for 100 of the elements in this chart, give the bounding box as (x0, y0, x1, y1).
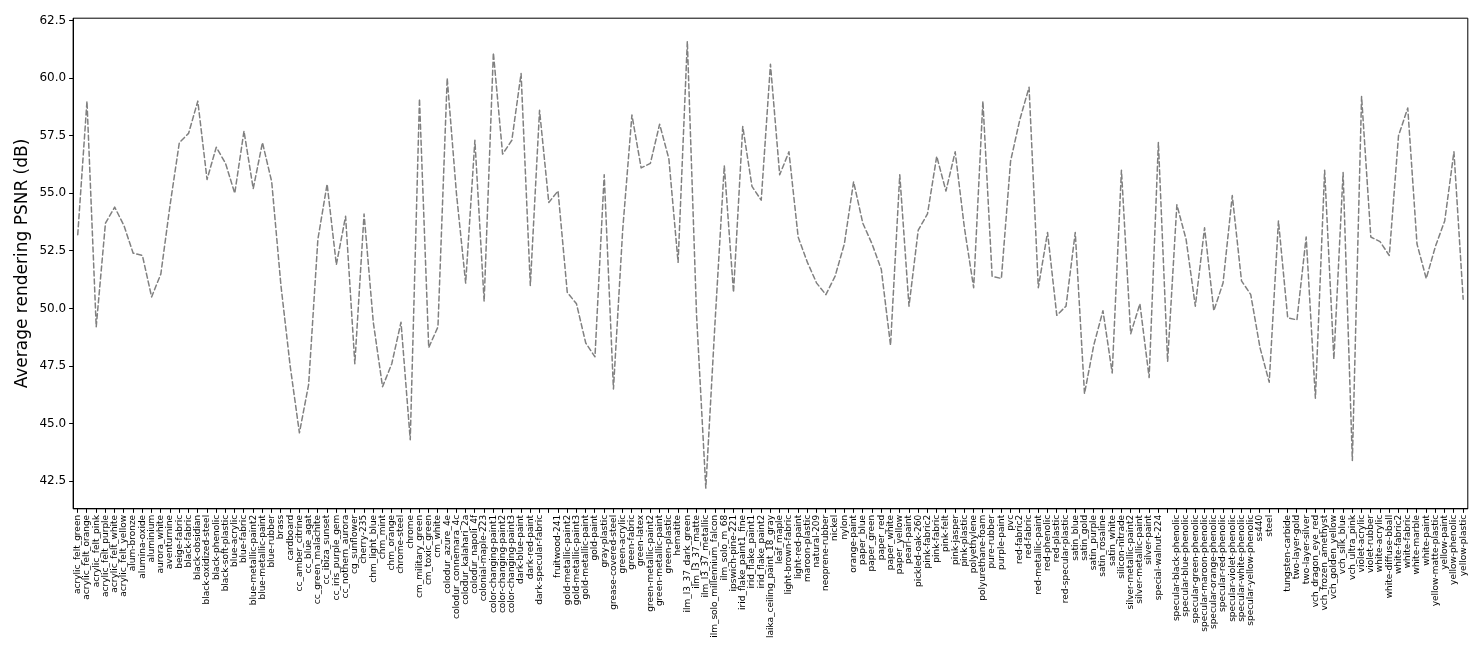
y-tick-label: 47.5 (39, 358, 67, 373)
x-tick-label: green-acrylic (617, 514, 628, 574)
y-tick-label: 42.5 (39, 473, 67, 488)
x-tick-label: brass (275, 514, 286, 540)
y-axis-title: Average rendering PSNR (dB) (10, 138, 31, 389)
x-tick-label: ilm_solo_millennium_falcon (709, 514, 720, 638)
x-tick-label: irid_flake_paint1_fine (737, 514, 748, 610)
x-tick-label: chm_light_blue (367, 514, 378, 583)
x-tick-label: red-metallic-paint (1032, 514, 1043, 595)
x-tick-label: satin_purple (1088, 514, 1099, 571)
x-tick-label: light-red-paint (792, 514, 803, 579)
y-tick-label: 52.5 (39, 242, 67, 257)
x-tick-label: beige-fabric (173, 514, 184, 569)
x-tick-label: paper_red (875, 514, 886, 561)
x-tick-label: pvc (1004, 514, 1015, 531)
y-tick-label: 45.0 (39, 415, 67, 430)
x-tick-label: pink-fabric2 (921, 514, 932, 569)
y-tick-label: 57.5 (39, 127, 67, 142)
x-tick-label: tungsten-carbide (1282, 514, 1293, 592)
x-tick-label: colodur_azure_4e (441, 514, 452, 594)
x-tick-label: aurora_white (155, 514, 166, 574)
x-tick-label: black-soft-plastic (219, 514, 230, 592)
x-tick-label: vch_silk_blue (1337, 514, 1348, 575)
x-tick-label: natural-209 (810, 514, 821, 568)
x-tick-label: paper_green (866, 514, 877, 572)
x-tick-label: silver-metallic-paint2 (1125, 514, 1136, 610)
x-tick-label: colonial-maple-223 (478, 514, 489, 602)
x-tick-label: white-paint (1420, 514, 1431, 566)
x-tick-label: light-brown-fabric (783, 514, 794, 595)
x-tick-label: black-oxidized-steel (201, 514, 212, 605)
x-tick-label: grease-covered-steel (607, 514, 618, 610)
x-tick-label: acrylic_felt_yellow (118, 514, 129, 597)
x-tick-label: aventurnine (164, 514, 175, 570)
x-tick-label: cc_amber_citrine (293, 514, 304, 592)
x-tick-label: pure-rubber (986, 514, 997, 569)
x-tick-label: gold-metallic-paint (580, 514, 591, 600)
x-tick-label: white-acrylic (1374, 514, 1385, 573)
x-tick-label: ipswich-pine-221 (727, 514, 738, 592)
x-tick-label: vch_golden_yellow (1328, 514, 1339, 600)
x-tick-label: red-specular-plastic (1060, 514, 1071, 604)
x-tick-label: acrylic_felt_green (72, 514, 83, 595)
x-tick-label: chrome-steel (395, 514, 406, 574)
x-tick-label: gold-paint (589, 514, 600, 561)
x-tick-label: green-metallic-paint (653, 514, 664, 607)
x-tick-label: specular-black-phenolic (1171, 514, 1182, 622)
x-tick-label: yellow-phenolic (1448, 514, 1459, 585)
x-tick-label: cg_sunflower (349, 514, 360, 574)
x-tick-label: chrome (404, 514, 415, 549)
x-tick-label: colodur_napoli_4f (469, 514, 480, 594)
x-tick-label: white-fabric (1402, 514, 1413, 569)
x-tick-label: specular-yellow-phenolic (1245, 514, 1256, 626)
x-tick-label: acrylic_felt_white (109, 514, 120, 593)
x-tick-label: black-phenolic (210, 514, 221, 581)
x-tick-label: paper_blue (857, 514, 868, 565)
x-tick-label: ilm_solo_m_68 (718, 514, 729, 581)
x-tick-label: cm_toxic_green (423, 514, 434, 586)
y-tick-label: 62.5 (39, 12, 67, 27)
x-tick-label: irid_flake_paint2 (755, 514, 766, 589)
x-tick-label: green-plastic (663, 514, 674, 574)
x-tick-label: acrylic_felt_orange (81, 514, 92, 600)
x-tick-label: satin_white (1106, 514, 1117, 566)
x-tick-label: orange-paint (847, 514, 858, 573)
x-tick-label: gold-metallic-paint2 (561, 514, 572, 606)
x-tick-label: irid_flake_paint1 (746, 514, 757, 589)
x-tick-label: polyurethane-foam (977, 514, 988, 601)
x-tick-label: red-fabric2 (1014, 514, 1025, 565)
x-tick-label: ilm_l3_37_dark_green (681, 514, 692, 613)
x-tick-label: color-changing-paint1 (487, 514, 498, 614)
x-tick-label: cc_iris_purple_gem (330, 514, 341, 601)
x-tick-label: pink-felt (940, 514, 951, 552)
x-tick-label: specular-maroon-phenolic (1198, 514, 1209, 632)
x-tick-label: white-marble (1411, 514, 1422, 575)
x-tick-label: specular-orange-phenolic (1208, 514, 1219, 630)
line-series (76, 40, 1464, 489)
x-tick-label: fruitwood-241 (552, 514, 563, 578)
x-tick-label: blue-metallic-paint (256, 514, 267, 600)
x-tick-label: cc_ibiza_sunset (321, 514, 332, 585)
x-tick-label: silver-metallic-paint (1134, 514, 1145, 604)
x-tick-label: red-plastic (1051, 514, 1062, 563)
x-tick-label: specular-white-phenolic (1235, 514, 1246, 622)
x-tick-label: black-fabric (182, 514, 193, 568)
x-tick-label: cc_blue_agat (302, 514, 313, 574)
x-tick-label: paper_yellow (894, 514, 905, 575)
x-tick-label: pearl-paint (903, 514, 914, 565)
x-tick-label: blue-acrylic (229, 514, 240, 567)
x-tick-label: white-fabric2 (1392, 514, 1403, 574)
x-tick-label: yellow-paint (1439, 514, 1450, 570)
x-tick-label: cherry-235 (358, 514, 369, 564)
x-tick-label: black-obsidian (192, 514, 203, 580)
x-tick-label: acrylic_felt_pink (90, 514, 101, 588)
x-tick-label: blue-rubber (266, 514, 277, 568)
x-tick-label: two-layer-gold (1291, 514, 1302, 580)
y-tick-label: 50.0 (39, 300, 67, 315)
x-tick-label: steel (1263, 514, 1274, 537)
y-tick-label: 60.0 (39, 70, 67, 85)
x-tick-label: blue-metallic-paint2 (247, 514, 258, 606)
x-tick-label: chm_orange (386, 514, 397, 571)
x-tick-label: green-fabric (626, 514, 637, 570)
x-tick-label: nylon (838, 514, 849, 540)
x-tick-label: red-phenolic (1041, 514, 1052, 571)
